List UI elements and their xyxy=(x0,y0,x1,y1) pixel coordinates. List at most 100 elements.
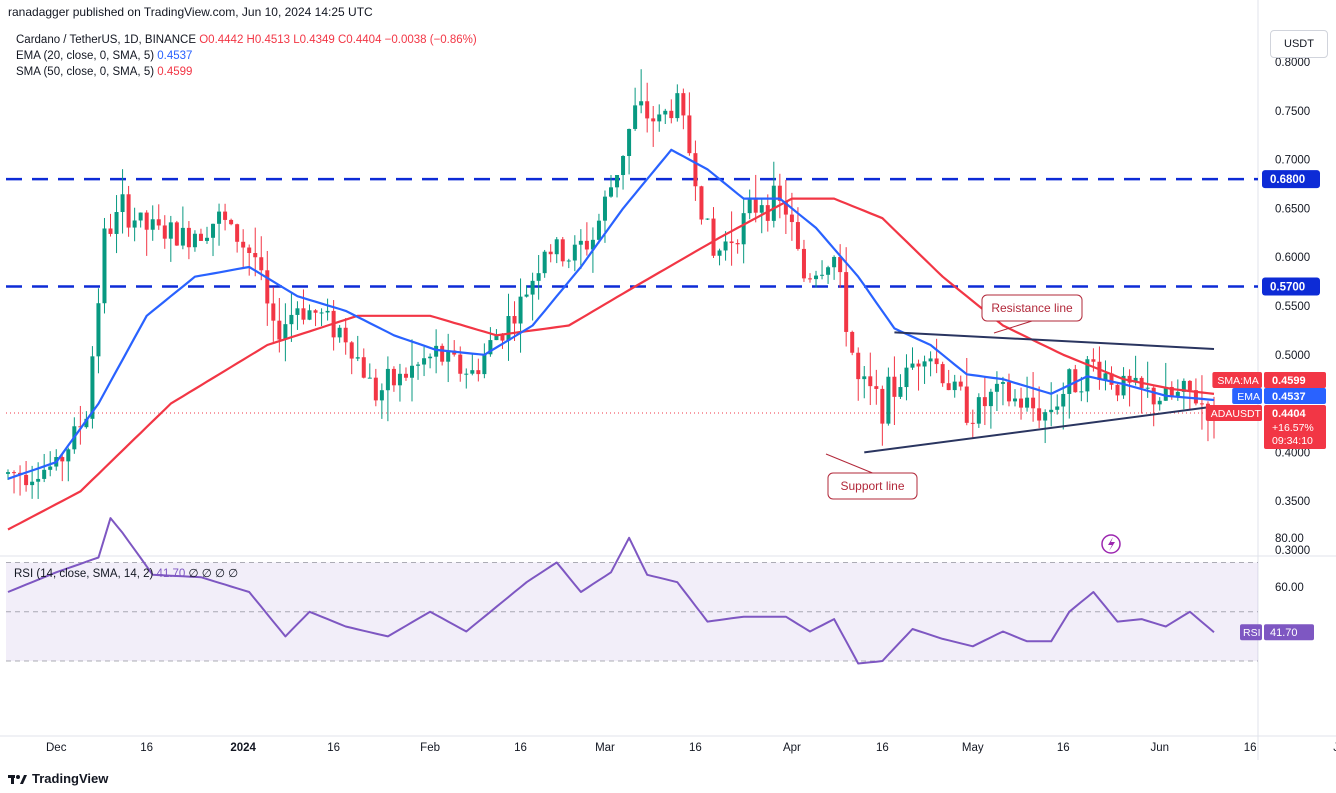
candle-body xyxy=(156,219,161,226)
candle-body xyxy=(1103,373,1108,380)
price-tag-extra: 09:34:10 xyxy=(1272,435,1313,447)
candle-body xyxy=(416,364,421,366)
candle-body xyxy=(1025,397,1030,408)
candle-body xyxy=(1031,397,1036,409)
candle-body xyxy=(940,364,945,384)
candle-body xyxy=(657,114,662,122)
currency-button[interactable]: USDT xyxy=(1270,30,1328,58)
candle-body xyxy=(440,345,445,362)
candle-body xyxy=(373,377,378,401)
price-tick-label: 0.3500 xyxy=(1275,496,1310,508)
candle-body xyxy=(723,241,728,251)
candle-body xyxy=(24,474,29,486)
candle-body xyxy=(880,388,885,424)
time-tick-label: 16 xyxy=(1057,742,1070,754)
candle-body xyxy=(126,194,131,228)
price-tag-value: 0.4599 xyxy=(1272,375,1306,387)
candle-body xyxy=(910,363,915,368)
candle-body xyxy=(114,212,119,234)
price-tag-value-bg xyxy=(1264,405,1326,449)
candle-body xyxy=(1127,375,1132,383)
candle-body xyxy=(506,316,511,341)
candle-body xyxy=(886,376,891,424)
candle-body xyxy=(693,153,698,187)
candle-body xyxy=(609,187,613,197)
candle-body xyxy=(42,469,47,479)
rsi-tag-name: RSI xyxy=(1243,627,1261,639)
candle-body xyxy=(446,350,451,362)
candle-body xyxy=(96,303,101,357)
time-tick-label: Dec xyxy=(46,742,67,754)
candle-body xyxy=(958,381,963,387)
candle-body xyxy=(1151,387,1156,405)
price-tick-label: 0.6000 xyxy=(1275,252,1310,264)
candle-body xyxy=(476,370,481,375)
candle-body xyxy=(379,390,384,401)
time-tick-label: 16 xyxy=(327,742,340,754)
symbol-name[interactable]: Cardano / TetherUS, 1D, BINANCE xyxy=(16,34,197,46)
time-tick-label: 16 xyxy=(514,742,527,754)
candle-body xyxy=(1000,382,1005,384)
candle-body xyxy=(994,383,999,392)
time-tick-label: 16 xyxy=(876,742,889,754)
ohlc-values: O0.4442 H0.4513 L0.4349 C0.4404 −0.0038 … xyxy=(199,34,477,46)
candle-body xyxy=(633,105,638,129)
price-tag-value: 0.4537 xyxy=(1272,391,1306,403)
tradingview-brand[interactable]: TradingView xyxy=(8,771,108,786)
candle-body xyxy=(801,248,806,279)
candle-body xyxy=(211,223,216,238)
candle-body xyxy=(916,363,921,367)
candle-body xyxy=(120,194,125,213)
candle-body xyxy=(295,308,300,315)
candle-body xyxy=(1073,369,1078,393)
resistance-annotation-text: Resistance line xyxy=(991,301,1073,315)
candle-body xyxy=(397,373,402,386)
rsi-line xyxy=(7,517,1215,665)
candle-body xyxy=(844,272,849,332)
candle-body xyxy=(265,270,270,304)
level-price-label: 0.5700 xyxy=(1270,281,1305,293)
candle-body xyxy=(717,250,722,256)
ema-row[interactable]: EMA (20, close, 0, SMA, 5) 0.4537 xyxy=(16,48,477,64)
candle-body xyxy=(651,118,656,122)
candle-body xyxy=(615,175,620,188)
rsi-legend[interactable]: RSI (14, close, SMA, 14, 2) 41.70 ∅ ∅ ∅ … xyxy=(14,566,238,580)
candle-body xyxy=(36,478,41,482)
candle-body xyxy=(108,228,113,234)
candle-body xyxy=(765,205,770,221)
candle-body xyxy=(826,267,831,275)
time-tick-label: 2024 xyxy=(230,742,256,754)
candle-body xyxy=(669,110,674,119)
candle-body xyxy=(235,224,240,242)
candle-body xyxy=(976,397,981,424)
rsi-tag-value: 41.70 xyxy=(1270,627,1298,639)
candle-body xyxy=(470,370,475,374)
candle-body xyxy=(789,214,794,223)
price-tag-name-bg xyxy=(1212,372,1262,388)
candle-body xyxy=(675,93,680,119)
rsi-extra: ∅ ∅ ∅ ∅ xyxy=(188,568,239,580)
price-tick-label: 0.5000 xyxy=(1275,350,1310,362)
candle-body xyxy=(1097,361,1102,380)
candle-body xyxy=(223,211,228,220)
price-tag-name-bg xyxy=(1232,388,1262,404)
candle-body xyxy=(494,335,499,341)
candle-body xyxy=(663,110,668,115)
sma-row[interactable]: SMA (50, close, 0, SMA, 5) 0.4599 xyxy=(16,64,477,80)
price-tick-label: 0.7500 xyxy=(1275,106,1310,118)
candle-body xyxy=(319,312,324,314)
candle-body xyxy=(584,240,589,250)
candle-body xyxy=(1193,390,1198,404)
candle-body xyxy=(711,218,716,256)
sma-label: SMA (50, close, 0, SMA, 5) xyxy=(16,66,155,78)
candle-body xyxy=(277,320,282,340)
price-tick-label: 0.7000 xyxy=(1275,155,1310,167)
candle-body xyxy=(241,241,246,248)
candle-body xyxy=(66,449,71,462)
candle-body xyxy=(868,376,873,387)
candle-body xyxy=(247,247,252,253)
candle-body xyxy=(928,358,933,362)
candle-body xyxy=(301,308,306,320)
price-tag-name-bg xyxy=(1205,405,1262,421)
